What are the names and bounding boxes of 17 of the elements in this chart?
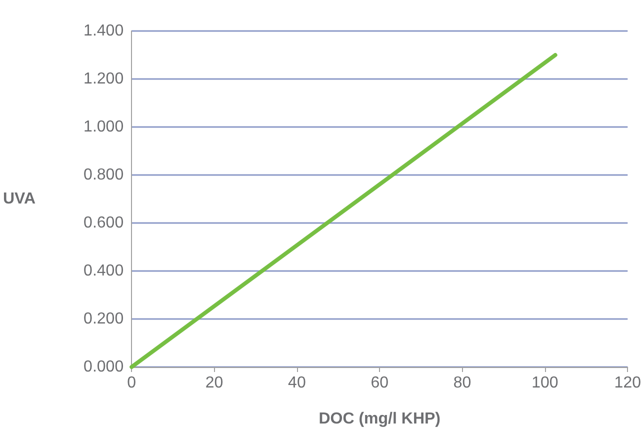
y-tick-label: 1.400 bbox=[84, 22, 124, 40]
y-tick-label: 0.600 bbox=[84, 214, 124, 232]
x-tick-label: 60 bbox=[370, 374, 389, 392]
x-axis-title: DOC (mg/l KHP) bbox=[318, 410, 441, 428]
y-tick-label: 0.800 bbox=[84, 166, 124, 184]
y-tick-label: 0.000 bbox=[84, 358, 124, 376]
y-axis-title: UVA bbox=[3, 190, 36, 208]
x-tick-label: 0 bbox=[127, 374, 136, 392]
y-tick-label: 0.200 bbox=[84, 310, 124, 328]
x-tick-label: 80 bbox=[453, 374, 472, 392]
x-tick-label: 100 bbox=[532, 374, 558, 392]
y-tick-label: 1.200 bbox=[84, 70, 124, 88]
y-tick-label: 0.400 bbox=[84, 262, 124, 280]
y-tick-label: 1.000 bbox=[84, 118, 124, 136]
x-tick-label: 40 bbox=[288, 374, 306, 392]
x-tick-label: 20 bbox=[205, 374, 224, 392]
x-tick-label: 120 bbox=[614, 374, 642, 392]
